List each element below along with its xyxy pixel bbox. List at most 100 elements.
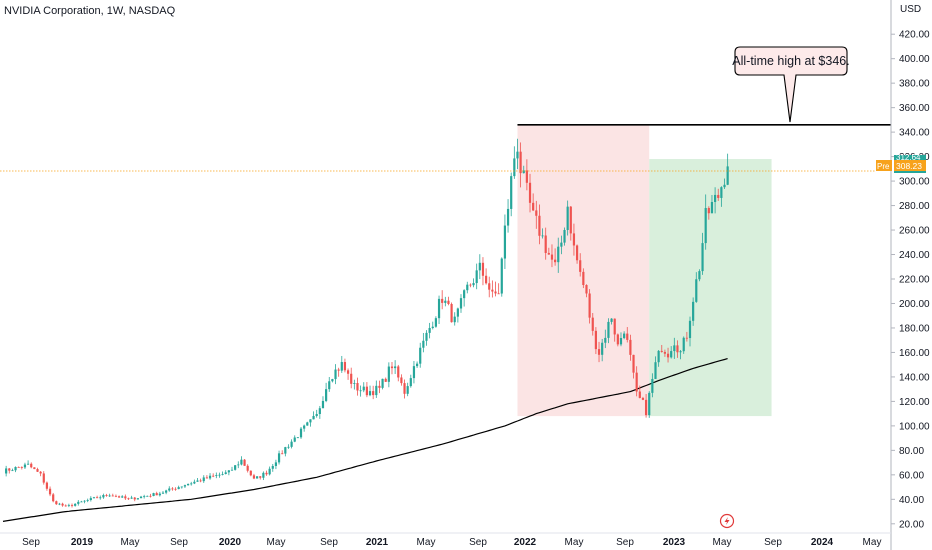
candle-body	[86, 500, 89, 501]
candle-body	[610, 318, 613, 322]
candle	[641, 396, 645, 401]
candle-body	[199, 480, 202, 482]
x-tick-label: May	[267, 537, 286, 548]
candle	[262, 471, 265, 481]
candle-body	[240, 459, 243, 465]
candle	[510, 172, 513, 217]
candle	[563, 227, 566, 246]
candle-body	[61, 503, 64, 506]
lightning-icon[interactable]	[719, 513, 735, 529]
candle	[356, 377, 359, 396]
pre-tag[interactable]: Pre	[876, 160, 892, 171]
candle	[685, 331, 688, 342]
candle-body	[180, 486, 183, 488]
candle-body	[309, 419, 312, 423]
candle	[205, 475, 209, 479]
candle-body	[588, 293, 591, 318]
candle	[64, 504, 67, 507]
candle-body	[58, 503, 61, 505]
candle	[271, 463, 274, 472]
candle	[243, 458, 246, 466]
candle-body	[23, 464, 27, 468]
candle-body	[287, 446, 290, 448]
candle	[74, 503, 77, 507]
candle	[315, 409, 318, 418]
candle-body	[26, 463, 30, 465]
candle-body	[459, 298, 463, 309]
candle	[629, 334, 632, 361]
candle	[390, 361, 394, 375]
candle	[425, 330, 428, 346]
candle-body	[70, 504, 74, 506]
candle-body	[36, 469, 39, 472]
candle	[155, 491, 158, 496]
candle-body	[5, 468, 8, 474]
candle	[174, 487, 177, 491]
candle-body	[522, 170, 525, 174]
candle-body	[384, 378, 387, 382]
candle	[670, 346, 673, 359]
candle-body	[654, 362, 657, 379]
candle	[513, 146, 516, 179]
candle	[86, 498, 89, 503]
candle	[362, 382, 365, 393]
ath-callout[interactable]: All-time high at $346.	[732, 46, 850, 123]
candle-body	[174, 488, 177, 490]
candle-body	[108, 495, 111, 497]
candle	[121, 495, 124, 498]
candle-body	[428, 327, 431, 333]
candle	[475, 263, 478, 290]
candle-body	[161, 492, 165, 494]
candle	[133, 496, 136, 502]
candle-body	[177, 487, 180, 490]
candle-body	[688, 320, 692, 339]
candle	[660, 344, 663, 353]
candle	[255, 476, 259, 479]
candle-body	[441, 298, 444, 303]
candle	[692, 297, 695, 326]
y-tick-label: 20.00	[899, 519, 924, 530]
candle-body	[601, 342, 604, 355]
candle	[293, 435, 296, 443]
candle	[70, 503, 74, 508]
candle	[648, 391, 651, 418]
candle-body	[67, 504, 70, 506]
y-tick-label: 280.00	[899, 201, 930, 212]
candle-body	[503, 225, 507, 259]
candle	[384, 377, 387, 383]
y-axis-currency: USD	[900, 4, 921, 15]
candle-body	[538, 215, 541, 236]
candle	[136, 498, 139, 500]
candle	[491, 280, 494, 298]
candle	[274, 459, 278, 470]
candle	[208, 473, 212, 480]
candle-body	[563, 230, 566, 243]
candle	[444, 296, 447, 307]
candle-body	[663, 351, 667, 354]
candle	[701, 232, 704, 275]
candle-body	[186, 484, 190, 486]
y-tick-label: 260.00	[899, 226, 930, 237]
candle-body	[346, 370, 350, 374]
candle	[14, 466, 17, 473]
x-tick-label: 2023	[663, 537, 686, 548]
chart-title: NVIDIA Corporation, 1W, NASDAQ	[4, 5, 176, 17]
candle-body	[146, 495, 149, 497]
candle-body	[353, 383, 356, 384]
candle	[334, 364, 337, 385]
candle-body	[114, 495, 118, 497]
candle-body	[616, 334, 619, 345]
candle-body	[190, 483, 193, 485]
candle	[77, 500, 80, 506]
candle	[287, 444, 290, 449]
y-tick-label: 380.00	[899, 79, 930, 90]
price-tag[interactable]: 312.64 308.23	[894, 153, 926, 173]
candle-body	[403, 383, 406, 394]
candle	[412, 360, 416, 384]
candle-body	[130, 497, 133, 499]
candle-body	[105, 494, 108, 496]
candle	[522, 165, 525, 174]
candle	[368, 385, 372, 397]
candle	[447, 296, 450, 306]
candle-body	[262, 472, 265, 478]
